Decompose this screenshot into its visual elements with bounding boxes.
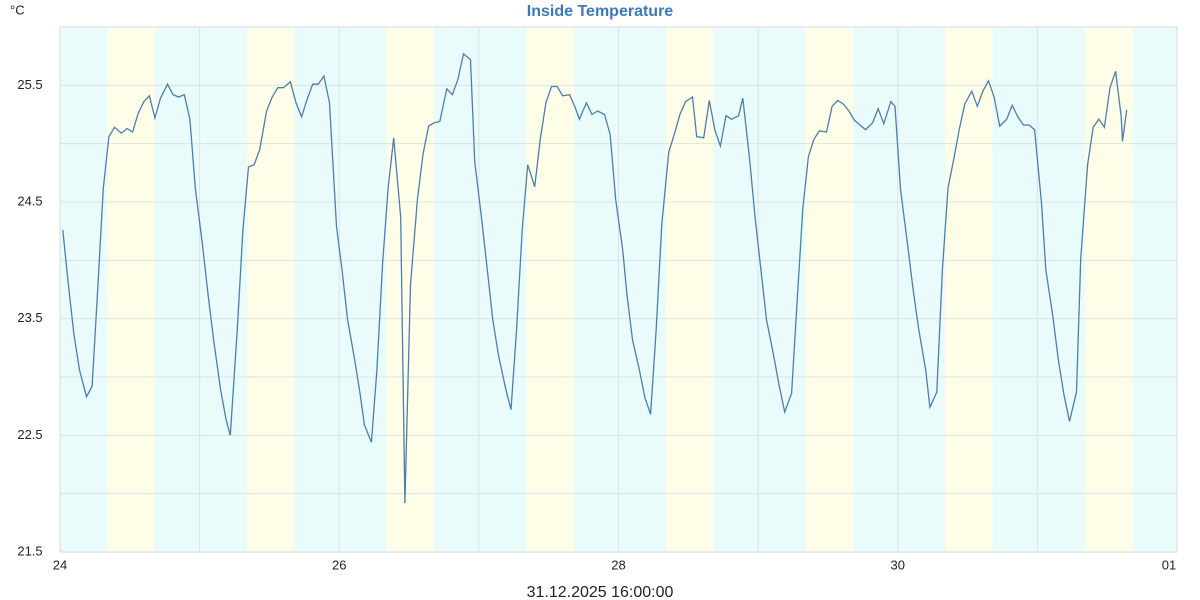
chart-title: Inside Temperature <box>527 3 674 20</box>
day-band <box>805 27 854 552</box>
day-band <box>1084 27 1133 552</box>
x-tick-label: 26 <box>332 557 346 572</box>
x-tick-label: 24 <box>53 557 67 572</box>
x-axis-label: 31.12.2025 16:00:00 <box>527 584 674 600</box>
day-band <box>945 27 993 552</box>
y-tick-label: 21.5 <box>17 543 42 558</box>
y-tick-label: 24.5 <box>17 193 42 208</box>
x-tick-label: 01 <box>1162 557 1176 572</box>
y-tick-label: 25.5 <box>17 77 42 92</box>
y-axis-label: °C <box>10 2 25 17</box>
day-band <box>107 27 155 552</box>
temperature-line <box>62 52 1128 504</box>
y-tick-label: 23.5 <box>17 310 42 325</box>
day-band <box>665 27 714 552</box>
y-tick-label: 22.5 <box>17 427 42 442</box>
x-tick-label: 30 <box>891 557 905 572</box>
plot-border <box>59 26 1178 553</box>
x-tick-label: 28 <box>611 557 625 572</box>
day-band <box>247 27 295 552</box>
day-band <box>526 27 574 552</box>
